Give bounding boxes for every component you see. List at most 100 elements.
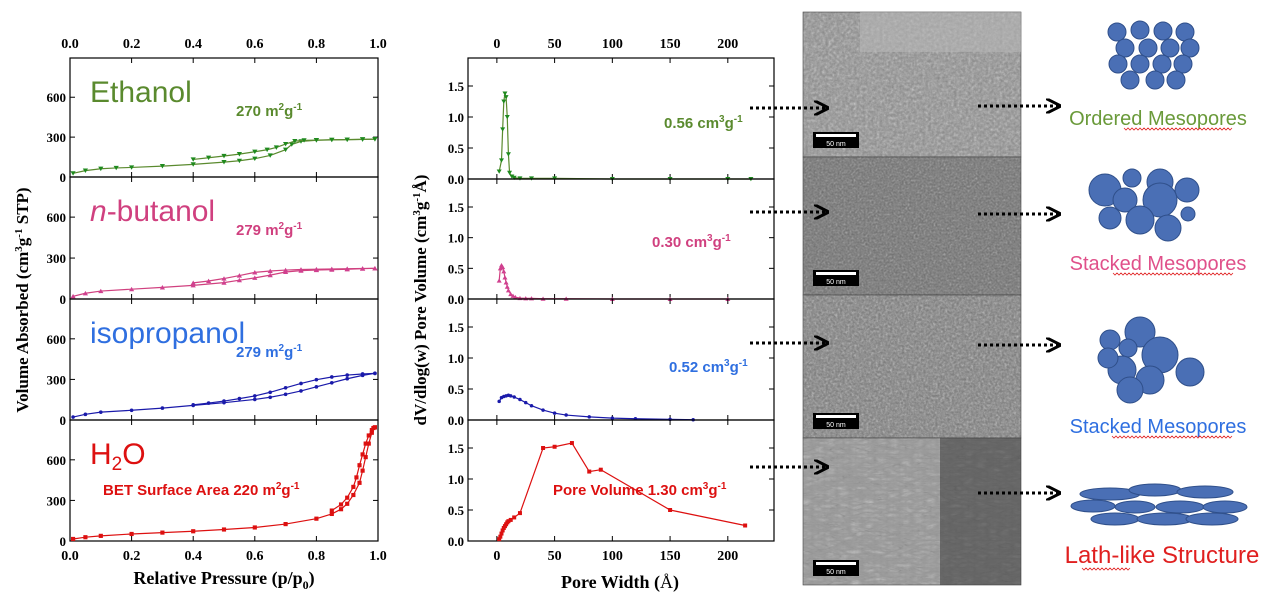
distribution-point (500, 127, 506, 132)
desorption-point (236, 273, 242, 278)
distribution-point (552, 411, 557, 415)
lath-ellipse (1070, 499, 1116, 513)
adsorption-point (83, 412, 88, 417)
distribution-point (598, 467, 603, 472)
structure-label: Lath-like Structure (1065, 542, 1260, 569)
distribution-point (512, 294, 518, 300)
bottom-x-tick-label: 0.4 (184, 549, 202, 564)
lath-ellipse (1155, 500, 1205, 514)
adsorption-point (98, 533, 103, 538)
structure-label: Stacked Mesopores (1070, 253, 1247, 275)
adsorption-point (129, 408, 134, 413)
distribution-point (587, 469, 592, 474)
adsorption-point (221, 160, 227, 165)
adsorption-point (160, 530, 165, 535)
pore-circle (1180, 206, 1196, 222)
desorption-point (360, 452, 365, 457)
pore-circle (1098, 206, 1122, 230)
distribution-point (500, 264, 506, 270)
y-tick-label: 600 (47, 453, 67, 468)
scale-bar-label: 50 nm (826, 141, 846, 148)
pore-volume-annotation: Pore Volume 1.30 cm3g-1 (553, 481, 727, 499)
desorption-point (268, 390, 273, 395)
surface-area-annotation: 279 m2g-1 (236, 343, 303, 361)
y-tick-label: 300 (47, 251, 67, 266)
tem-images: 50 nm 50 nm 50 nm 50 nm (802, 11, 1022, 586)
distribution-point (501, 99, 507, 104)
pore-circle (1180, 38, 1200, 58)
adsorption-point (236, 277, 242, 283)
y-tick-label: 0.5 (448, 261, 465, 276)
pore-volume-annotation: 0.52 cm3g-1 (669, 358, 748, 376)
bottom-x-tick-label: 100 (602, 549, 623, 564)
adsorption-point (314, 385, 319, 389)
top-x-tick-label: 1.0 (369, 37, 387, 52)
desorption-point (329, 508, 334, 513)
pore-circle (1138, 38, 1158, 58)
pore-circle (1153, 21, 1173, 41)
y-tick-label: 0.0 (448, 413, 464, 428)
scale-bar (816, 415, 856, 418)
desorption-point (369, 427, 374, 433)
pore-circle (1115, 38, 1135, 58)
adsorption-point (190, 283, 196, 288)
desorption-point (267, 268, 273, 274)
distribution-point (569, 441, 574, 446)
top-x-tick-label: 150 (660, 37, 681, 52)
top-x-tick-label: 0.2 (123, 37, 141, 52)
desorption-point (313, 266, 319, 272)
distribution-point (541, 446, 546, 450)
pore-circle (1125, 205, 1155, 235)
desorption-point (363, 441, 368, 446)
y-tick-label: 1.0 (448, 472, 464, 487)
surface-area-annotation: 279 m2g-1 (236, 221, 303, 239)
desorption-point (360, 266, 366, 271)
series-label: H2O (90, 438, 146, 475)
adsorption-point (366, 441, 371, 446)
desorption-point (190, 157, 196, 162)
pore-circle (1112, 187, 1138, 213)
y-axis-label: Volume Absorbed (cm3g-1 STP) (13, 187, 32, 412)
desorption-point (252, 149, 258, 155)
distribution-point (743, 523, 748, 528)
y-tick-label: 1.5 (448, 441, 465, 456)
desorption-point (345, 495, 350, 500)
lath-ellipse (1176, 485, 1234, 499)
pore-circle (1097, 347, 1119, 369)
structure-label: Stacked Mesopores (1070, 416, 1247, 438)
series-label: Ethanol (90, 76, 192, 109)
desorption-point (264, 147, 270, 153)
lath-ellipse (1128, 483, 1182, 497)
desorption-point (221, 153, 227, 159)
y-tick-label: 1.0 (448, 231, 464, 246)
y-tick-label: 600 (47, 210, 67, 225)
scale-bar-label: 50 nm (826, 279, 846, 286)
desorption-point (373, 371, 377, 376)
desorption-point (372, 137, 378, 142)
adsorption-point (338, 507, 344, 512)
tem-light-region (860, 12, 1021, 52)
isotherm-chart: 0.0 0.0 0.2 0.2 0.4 0.4 0.6 0.6 0.8 0.8 1.0 1.0 0 300… (13, 37, 387, 592)
arrows (750, 106, 1058, 493)
y-tick-label: 0.0 (448, 172, 464, 187)
desorption-point (252, 270, 258, 275)
spell-underline (1081, 567, 1131, 571)
distribution-point (507, 170, 513, 176)
distribution-point (529, 403, 534, 408)
distribution-point (504, 284, 510, 289)
distribution-point (517, 511, 522, 516)
pore-circle (1152, 54, 1172, 74)
lath-ellipse (1136, 512, 1194, 526)
y-tick-label: 0.0 (448, 534, 464, 549)
adsorption-line (72, 372, 376, 418)
adsorption-point (369, 430, 374, 435)
distribution-point (496, 169, 502, 174)
adsorption-point (236, 158, 242, 164)
distribution-point (502, 275, 508, 280)
y-tick-label: 600 (47, 90, 67, 105)
pore-circle (1107, 22, 1127, 42)
pore-circle (1175, 357, 1205, 387)
adsorption-point (268, 395, 273, 400)
desorption-point (283, 385, 288, 390)
